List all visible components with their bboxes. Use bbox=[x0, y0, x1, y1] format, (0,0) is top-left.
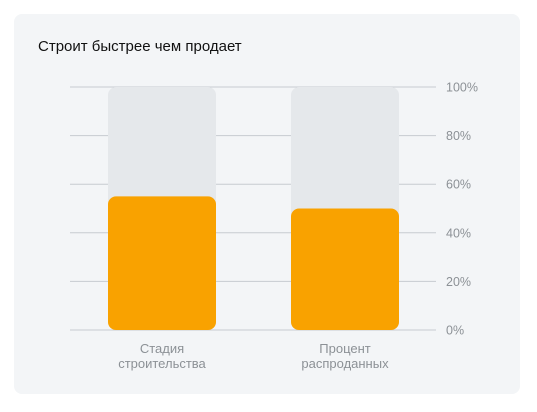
x-category-label-line: Стадия bbox=[140, 341, 184, 356]
chart-title: Строит быстрее чем продает bbox=[38, 38, 242, 55]
x-axis-categories: Стадия строительства Процент распроданных bbox=[118, 341, 389, 371]
x-category-label-line: строительства bbox=[118, 356, 206, 371]
x-category-label-line: распроданных bbox=[301, 356, 389, 371]
x-category-label: Стадия строительства bbox=[118, 341, 206, 371]
bar bbox=[291, 208, 399, 330]
bars bbox=[108, 196, 399, 330]
x-category-label: Процент распроданных bbox=[301, 341, 389, 371]
y-tick-label: 20% bbox=[446, 275, 471, 289]
y-tick-label: 80% bbox=[446, 129, 471, 143]
y-axis-ticks: 0% 20% 40% 60% 80% 100% bbox=[446, 81, 478, 338]
y-tick-label: 40% bbox=[446, 226, 471, 240]
bar bbox=[108, 196, 216, 330]
x-category-label-line: Процент bbox=[319, 341, 371, 356]
chart-card: Строит быстрее чем продает bbox=[14, 14, 520, 394]
y-tick-label: 100% bbox=[446, 81, 478, 95]
y-tick-label: 0% bbox=[446, 324, 464, 338]
y-tick-label: 60% bbox=[446, 178, 471, 192]
